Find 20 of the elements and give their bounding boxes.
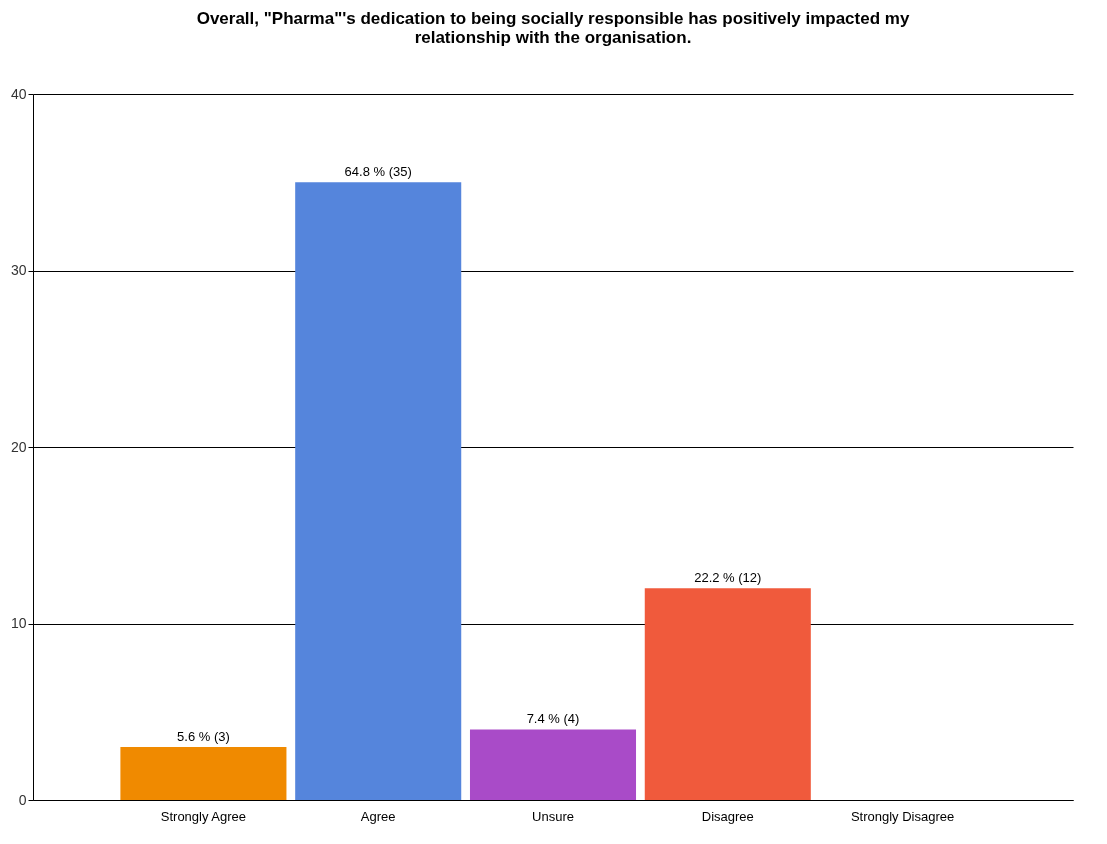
data-label: 5.6 % (3) [177, 729, 230, 745]
data-label: 7.4 % (4) [526, 711, 580, 727]
bar [644, 588, 811, 800]
y-tick-label: 40 [10, 85, 27, 102]
y-tick-label: 10 [10, 615, 27, 631]
text: relationship with the organisation. [414, 28, 692, 47]
x-tick-label: Strongly Disagree [850, 808, 955, 824]
y-tick-label: 0 [18, 791, 27, 808]
bar [120, 747, 287, 800]
x-tick-label: Agree [360, 808, 396, 824]
y-tick-label: 30 [10, 262, 27, 278]
data-label: 22.2 % (12) [694, 570, 762, 586]
bar [295, 182, 462, 800]
y-tick-label: 20 [10, 438, 27, 455]
x-tick-label: Strongly Agree [160, 808, 247, 824]
x-tick-label: Disagree [701, 808, 754, 824]
text: Overall, "Pharma"'s dedication to being socially responsible has positively impacted my [196, 9, 910, 28]
bar [469, 729, 637, 800]
x-tick-label: Unsure [532, 808, 574, 824]
data-label: 64.8 % (35) [344, 164, 412, 180]
